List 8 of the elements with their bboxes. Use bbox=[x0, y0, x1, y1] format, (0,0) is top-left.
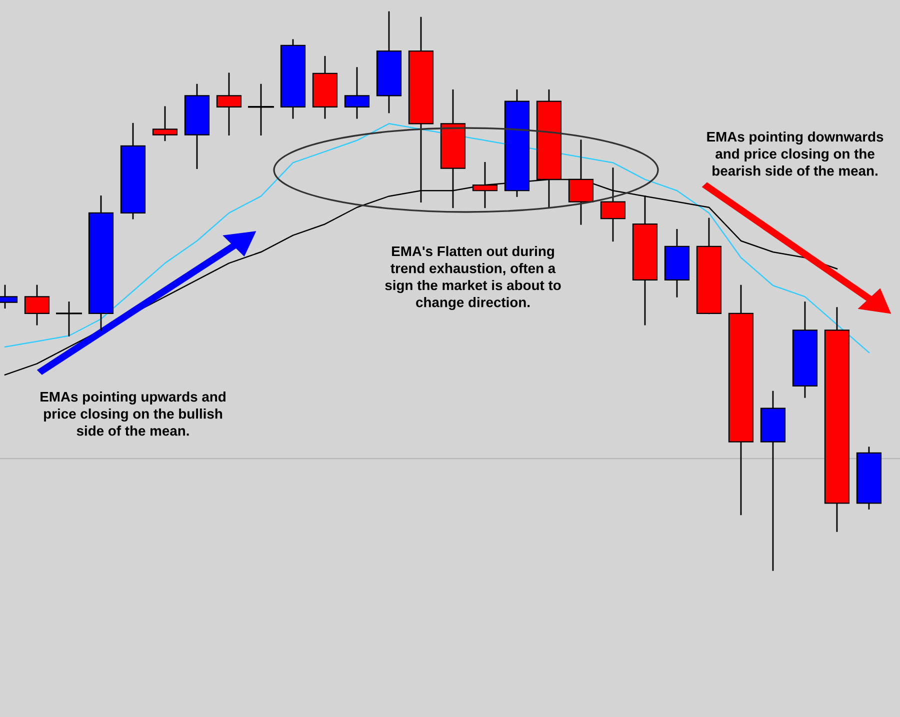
annotation: EMA's Flatten out during trend exhaustion, often a sign the market is about to change direction. bbox=[385, 246, 561, 310]
candlestick bbox=[152, 106, 178, 142]
annotation: EMAs pointing downwards and price closing on the bearish side of the mean. bbox=[707, 131, 884, 176]
candlestick bbox=[216, 72, 242, 136]
candlestick bbox=[344, 67, 370, 119]
candlestick bbox=[56, 302, 82, 336]
annotation: EMAs pointing upwards and price closing on the bullish side of the mean. bbox=[40, 391, 226, 436]
candlestick bbox=[248, 84, 274, 136]
